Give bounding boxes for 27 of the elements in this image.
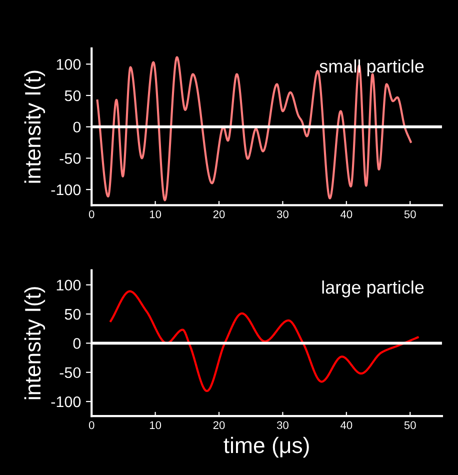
y-tick-label: 100 (56, 58, 81, 70)
x-tick-label: 30 (276, 421, 288, 430)
y-tick-label: 0 (73, 338, 81, 349)
x-tick-label: 50 (404, 210, 416, 218)
x-axis-title: time (μs) (224, 436, 309, 458)
x-tick-label: 20 (213, 210, 225, 218)
x-tick-label: 10 (150, 421, 162, 430)
y-tick-label: -100 (51, 184, 81, 196)
y-axis-title: intensity I(t) (24, 70, 46, 183)
y-tick-label: -50 (60, 367, 81, 378)
y-tick-label: 50 (64, 308, 81, 320)
y-tick-label: 100 (56, 280, 81, 291)
annotation: large particle (322, 280, 424, 298)
y-tick-label: 0 (73, 122, 81, 133)
y-tick-label: 50 (64, 90, 81, 102)
y-axis-title: intensity I(t) (24, 287, 46, 400)
x-tick-label: 40 (340, 421, 352, 430)
x-tick-label: 0 (88, 421, 94, 430)
x-tick-label: 40 (340, 210, 352, 218)
y-tick-label: -50 (60, 153, 81, 164)
x-tick-label: 0 (88, 210, 94, 218)
x-tick-label: 30 (276, 210, 288, 218)
y-tick-label: -100 (51, 396, 81, 408)
x-tick-label: 20 (213, 421, 225, 430)
x-tick-label: 10 (150, 210, 162, 218)
annotation: small particle (320, 59, 424, 76)
x-tick-label: 50 (404, 421, 416, 430)
